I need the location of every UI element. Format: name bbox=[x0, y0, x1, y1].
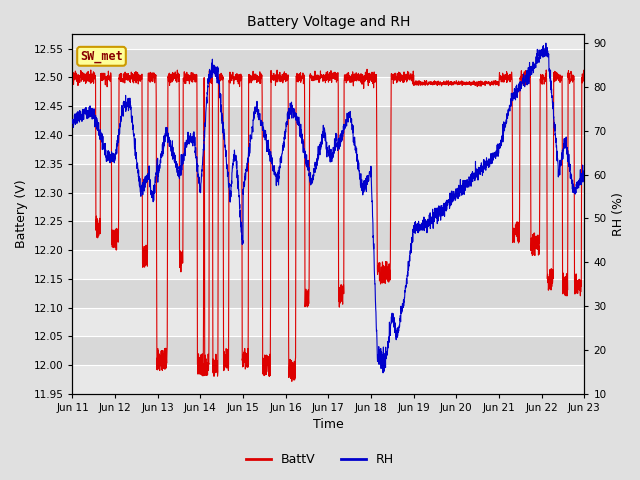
Bar bbox=[72, 135, 584, 164]
Bar bbox=[72, 221, 584, 250]
X-axis label: Time: Time bbox=[313, 419, 344, 432]
Bar bbox=[72, 250, 584, 279]
Y-axis label: Battery (V): Battery (V) bbox=[15, 180, 28, 248]
Bar bbox=[72, 279, 584, 308]
Title: Battery Voltage and RH: Battery Voltage and RH bbox=[246, 15, 410, 29]
Bar bbox=[72, 106, 584, 135]
Y-axis label: RH (%): RH (%) bbox=[612, 192, 625, 236]
Bar bbox=[72, 192, 584, 221]
Bar bbox=[72, 365, 584, 394]
Text: SW_met: SW_met bbox=[80, 50, 123, 63]
Bar bbox=[72, 48, 584, 77]
Legend: BattV, RH: BattV, RH bbox=[241, 448, 399, 471]
Bar bbox=[72, 336, 584, 365]
Bar bbox=[72, 308, 584, 336]
Bar bbox=[72, 164, 584, 192]
Bar bbox=[72, 77, 584, 106]
